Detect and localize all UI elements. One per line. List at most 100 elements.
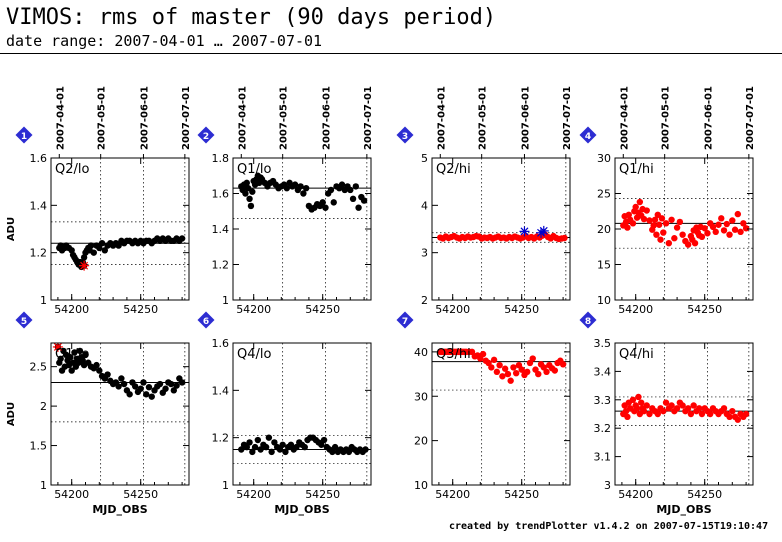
data-point	[687, 410, 695, 418]
x-tick-label: 54250	[305, 488, 340, 501]
plot-frame	[50, 157, 190, 301]
data-point	[131, 383, 139, 390]
y-tick-label: 3.4	[594, 365, 612, 378]
data-point	[118, 375, 125, 382]
data-point	[254, 436, 262, 444]
x-tick-label: 54250	[687, 303, 722, 316]
data-points	[238, 172, 368, 213]
y-axis-label: ADU	[6, 217, 17, 241]
x-tick-label: 54200	[54, 303, 89, 316]
y-tick-label: 2	[421, 294, 428, 307]
y-axis-label: ADU	[6, 402, 17, 426]
y-tick-label: 1.2	[212, 259, 230, 272]
y-tick-label: 3.5	[594, 337, 612, 350]
data-point	[698, 233, 706, 241]
panel-badge	[579, 311, 597, 329]
x-tick-label: 54250	[123, 303, 158, 316]
data-point	[115, 383, 122, 390]
data-point	[657, 236, 664, 243]
data-point	[244, 184, 252, 192]
y-tick-label: 1.2	[30, 247, 48, 260]
data-point	[322, 204, 329, 211]
data-point	[684, 405, 692, 412]
data-point	[624, 413, 631, 421]
panel-7: 10 20 30 40 54200 54250 Q3/hi 7	[396, 311, 571, 501]
data-point	[668, 402, 675, 409]
panel-badge	[579, 126, 597, 144]
data-point	[140, 379, 147, 386]
data-point	[101, 247, 109, 254]
panel-badge	[396, 126, 414, 144]
y-tick-label: 1.5	[30, 440, 48, 453]
data-point	[504, 370, 512, 378]
data-point	[684, 241, 692, 248]
data-point	[300, 190, 307, 197]
y-tick-label: 1.6	[30, 152, 48, 165]
x-tick-label: 54250	[687, 488, 722, 501]
data-point	[251, 443, 259, 451]
data-point	[291, 181, 299, 188]
data-point	[287, 441, 295, 448]
data-point	[715, 221, 722, 228]
page-title: VIMOS: rms of master (90 days period)	[6, 5, 497, 30]
data-point	[331, 443, 339, 451]
data-point	[640, 407, 648, 415]
date-label: 2007-05-01	[478, 86, 489, 150]
data-point	[524, 368, 531, 376]
data-points	[620, 393, 750, 423]
plot-frame	[232, 342, 372, 486]
data-point	[737, 228, 744, 236]
data-point	[327, 186, 335, 194]
y-tick-label: 10	[597, 294, 611, 307]
panel-label: Q1/hi	[619, 162, 654, 177]
data-point	[507, 377, 514, 384]
x-tick-label: 54200	[54, 488, 89, 501]
y-tick-label: 1	[222, 479, 229, 492]
data-point	[665, 240, 673, 247]
data-point	[96, 244, 103, 252]
data-point	[249, 188, 256, 195]
data-point	[658, 215, 666, 222]
date-label: 2007-06-01	[520, 86, 531, 150]
panel-1: 1 1.2 1.4 1.6 54200 54250 2007-04-01 2007-05-01…	[6, 86, 192, 316]
data-point	[729, 217, 736, 224]
outlier-star	[53, 343, 62, 351]
data-point	[87, 242, 95, 249]
data-point	[676, 218, 684, 226]
data-point	[330, 199, 337, 206]
x-axis-label: MJD_OBS	[656, 503, 711, 516]
data-point	[156, 380, 164, 388]
data-point	[283, 184, 291, 192]
y-tick-label: 30	[414, 390, 428, 403]
data-point	[632, 203, 639, 211]
y-tick-label: 1	[222, 294, 229, 307]
y-tick-label: 1.6	[212, 337, 230, 350]
date-range-subtitle: date range: 2007-04-01 … 2007-07-01	[6, 32, 323, 50]
data-point	[488, 364, 495, 371]
data-point	[640, 215, 648, 223]
y-tick-label: 1.2	[212, 432, 230, 445]
data-point	[352, 183, 360, 190]
data-point	[268, 448, 275, 456]
data-points	[620, 198, 750, 248]
data-point	[709, 223, 717, 231]
y-tick-label: 1	[40, 479, 47, 492]
data-point	[734, 416, 742, 423]
date-label: 2007-05-01	[97, 86, 108, 150]
data-point	[178, 235, 186, 242]
data-point	[247, 202, 255, 210]
badge-number: 8	[585, 317, 591, 327]
data-point	[57, 355, 64, 362]
badge-number: 1	[21, 132, 27, 142]
x-tick-label: 54200	[618, 303, 653, 316]
panel-badge	[197, 311, 215, 329]
data-point	[646, 410, 653, 418]
data-point	[120, 380, 128, 388]
data-point	[499, 373, 506, 380]
data-point	[561, 234, 568, 242]
badge-number: 2	[203, 132, 209, 142]
data-point	[90, 249, 97, 256]
data-point	[646, 217, 653, 224]
y-tick-label: 1.6	[212, 188, 230, 201]
data-point	[249, 448, 256, 456]
